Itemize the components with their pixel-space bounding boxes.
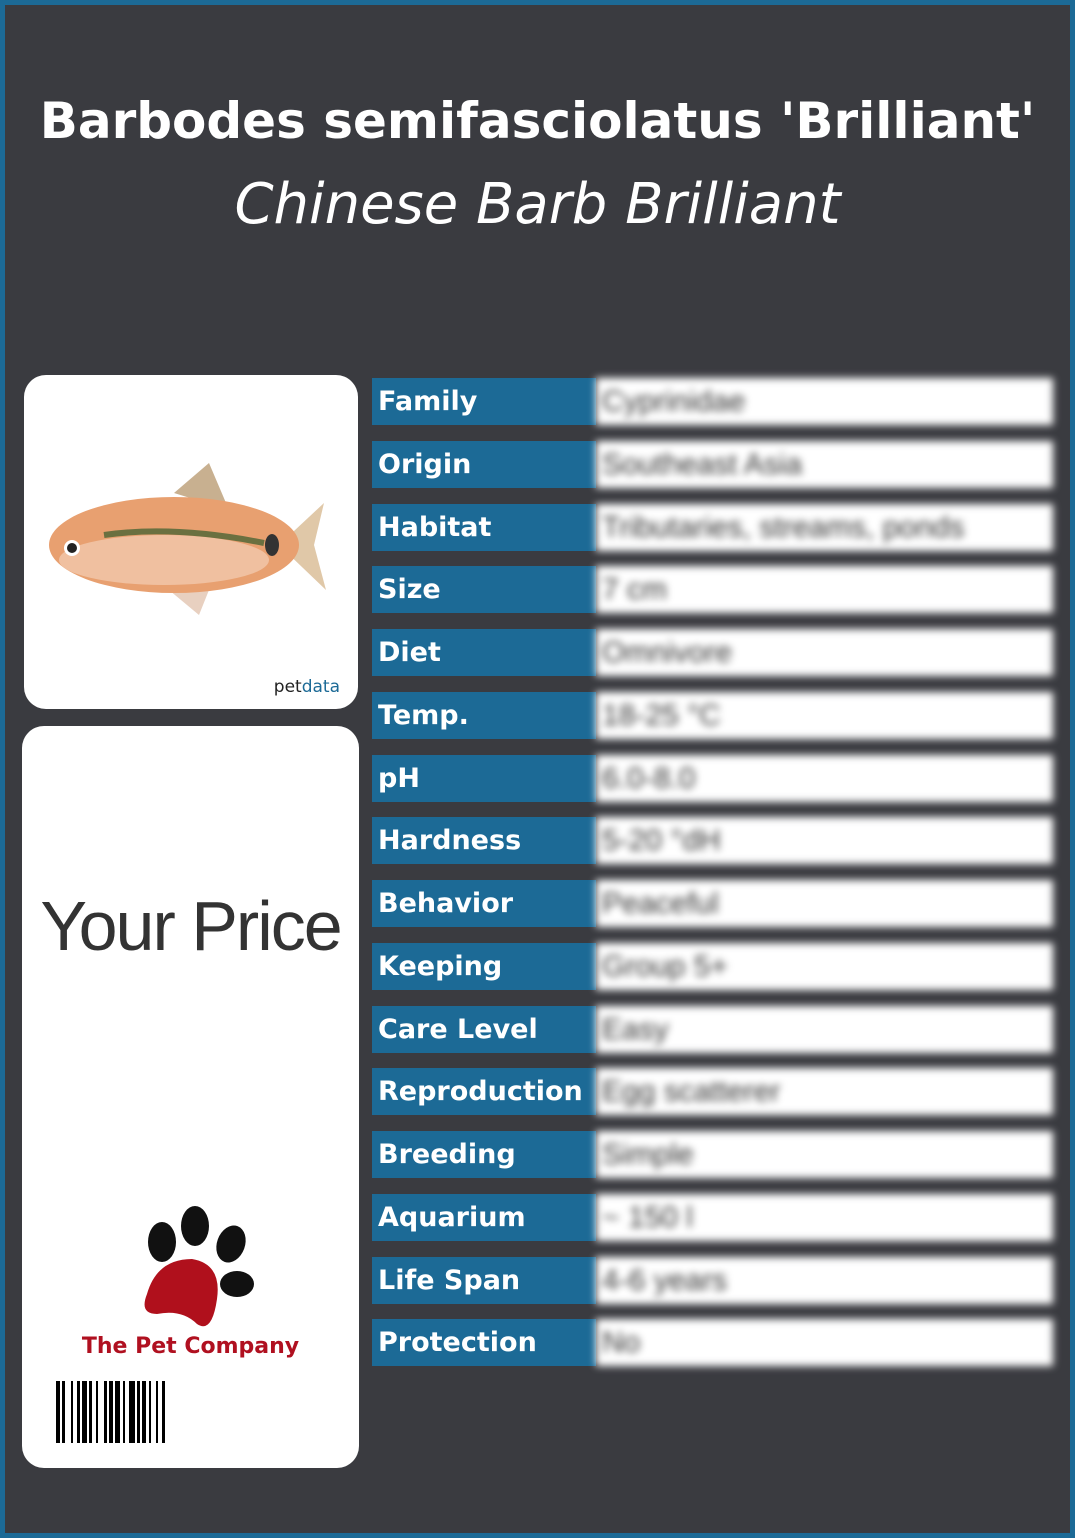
fact-row: Temp. 18-25 °C <box>372 691 1053 739</box>
fact-label: Diet <box>372 629 596 676</box>
petdata-credit: petdata <box>274 677 340 697</box>
credit-prefix: pet <box>273 677 302 697</box>
barcode-bar <box>92 1381 96 1443</box>
barcode-bar <box>73 1381 77 1443</box>
barcode-bar <box>109 1381 113 1443</box>
credit-suffix: data <box>301 677 340 697</box>
fact-value: 18-25 °C <box>596 691 1053 739</box>
fact-value: Group 5+ <box>596 942 1053 990</box>
fact-value: Southeast Asia <box>596 440 1053 488</box>
barcode-bar <box>60 1381 62 1443</box>
fact-row: Family Cyprinidae <box>372 378 1053 425</box>
fact-row: Care Level Easy <box>372 1005 1053 1053</box>
fact-value: Omnivore <box>596 629 1053 676</box>
fact-value: Easy <box>596 1005 1053 1053</box>
barcode-bar <box>71 1381 73 1443</box>
fact-row: Protection No <box>372 1319 1053 1367</box>
fact-row: Life Span 4-6 years <box>372 1256 1053 1304</box>
fact-row: Size 7 cm <box>372 566 1053 614</box>
barcode-bar <box>113 1381 115 1443</box>
barcode-bar <box>158 1381 162 1443</box>
fact-value: No <box>596 1319 1053 1367</box>
fact-label: Care Level <box>372 1005 596 1053</box>
price-card: Your Price The Pet Company <box>22 726 359 1468</box>
fish-image-card: petdata <box>24 375 358 709</box>
barcode-bar <box>77 1381 80 1443</box>
fact-value: Cyprinidae <box>596 378 1053 425</box>
fact-row: Hardness 5-20 °dH <box>372 817 1053 865</box>
barcode-bar <box>123 1381 125 1443</box>
barcode-bar <box>146 1381 149 1443</box>
fact-label: Breeding <box>372 1131 596 1178</box>
fact-label: Behavior <box>372 880 596 927</box>
barcode <box>56 1381 332 1443</box>
fact-value: 4-6 years <box>596 1256 1053 1304</box>
fact-row: Behavior Peaceful <box>372 880 1053 927</box>
barcode-bar <box>125 1381 129 1443</box>
barcode-bar <box>151 1381 156 1443</box>
barcode-bar <box>89 1381 92 1443</box>
fact-value: 6.0-8.0 <box>596 754 1053 802</box>
barcode-bar <box>149 1381 151 1443</box>
barcode-bar <box>120 1381 123 1443</box>
fact-value: 7 cm <box>596 566 1053 614</box>
barcode-bar <box>140 1381 142 1443</box>
fact-row: Breeding Simple <box>372 1131 1053 1178</box>
fact-value: ~ 150 l <box>596 1193 1053 1241</box>
fact-label: Life Span <box>372 1256 596 1304</box>
barcode-bar <box>87 1381 89 1443</box>
barcode-bar <box>156 1381 158 1443</box>
fact-label: Protection <box>372 1319 596 1367</box>
barcode-bar <box>56 1381 60 1443</box>
fact-label: Temp. <box>372 691 596 739</box>
barcode-bar <box>129 1381 135 1443</box>
barcode-bar <box>82 1381 87 1443</box>
fact-row: Aquarium ~ 150 l <box>372 1193 1053 1241</box>
barcode-bar <box>104 1381 107 1443</box>
fact-row: Keeping Group 5+ <box>372 942 1053 990</box>
fact-label: Family <box>372 378 596 425</box>
barcode-bar <box>107 1381 109 1443</box>
barcode-bar <box>96 1381 98 1443</box>
barcode-bar <box>98 1381 104 1443</box>
paw-icon <box>144 1206 254 1327</box>
price-label: Your Price <box>40 887 342 965</box>
fact-value: Egg scatterer <box>596 1068 1053 1116</box>
fact-row: Origin Southeast Asia <box>372 440 1053 488</box>
fact-row: pH 6.0-8.0 <box>372 754 1053 802</box>
fact-label: Origin <box>372 440 596 488</box>
fish-photo <box>49 463 326 615</box>
fact-label: Aquarium <box>372 1193 596 1241</box>
fact-label: pH <box>372 754 596 802</box>
fact-value: Tributaries, streams, ponds <box>596 503 1053 551</box>
fact-value: Simple <box>596 1131 1053 1178</box>
barcode-bar <box>65 1381 71 1443</box>
fact-row: Reproduction Egg scatterer <box>372 1068 1053 1116</box>
fact-value: Peaceful <box>596 880 1053 927</box>
barcode-bar <box>162 1381 165 1443</box>
barcode-bar <box>137 1381 140 1443</box>
fact-label: Hardness <box>372 817 596 865</box>
barcode-bar <box>62 1381 65 1443</box>
fact-row: Diet Omnivore <box>372 629 1053 676</box>
fact-label: Reproduction <box>372 1068 596 1116</box>
common-name: Chinese Barb Brilliant <box>234 172 841 237</box>
company-name: The Pet Company <box>81 1334 300 1359</box>
fact-value: 5-20 °dH <box>596 817 1053 865</box>
barcode-bar <box>142 1381 146 1443</box>
scientific-name: Barbodes semifasciolatus 'Brilliant' <box>39 92 1036 150</box>
barcode-bar <box>80 1381 82 1443</box>
fact-label: Size <box>372 566 596 614</box>
barcode-bar <box>135 1381 137 1443</box>
fact-label: Keeping <box>372 942 596 990</box>
fact-label: Habitat <box>372 503 596 551</box>
fact-row: Habitat Tributaries, streams, ponds <box>372 503 1053 551</box>
barcode-bar <box>115 1381 120 1443</box>
